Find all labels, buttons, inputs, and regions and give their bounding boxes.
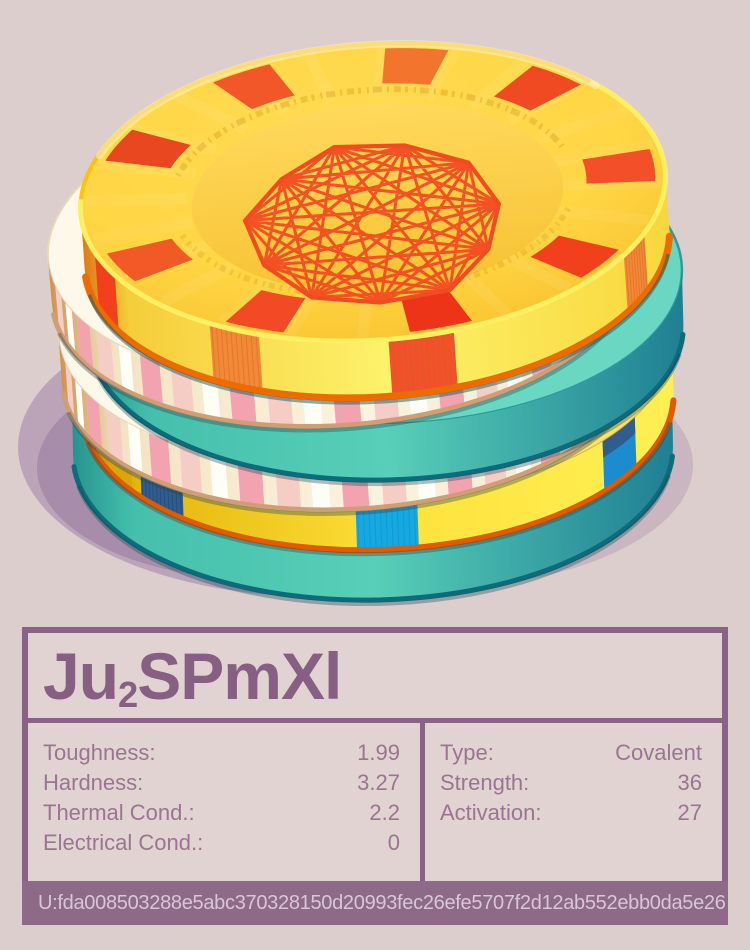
stats-column-divider xyxy=(420,723,425,881)
material-card: Ju2SPmXl Toughness: 1.99 Hardness: 3.27 … xyxy=(22,627,728,925)
stat-value: 1.99 xyxy=(357,740,400,765)
stat-label: Hardness: xyxy=(43,770,144,795)
stat-row-strength: Strength: 36 xyxy=(440,768,702,798)
stat-label: Thermal Cond.: xyxy=(43,800,195,825)
stat-row-toughness: Toughness: 1.99 xyxy=(43,738,400,768)
stat-value: 2.2 xyxy=(369,800,400,825)
stat-value: 36 xyxy=(677,770,702,795)
stat-label: Toughness: xyxy=(43,740,156,765)
stat-label: Type: xyxy=(440,740,494,765)
stats-column-right: Type: Covalent Strength: 36 Activation: … xyxy=(425,723,722,881)
stat-label: Activation: xyxy=(440,800,542,825)
stat-row-activation: Activation: 27 xyxy=(440,798,702,828)
stat-value: 27 xyxy=(677,800,702,825)
stat-label: Electrical Cond.: xyxy=(43,830,204,855)
chip-stack-svg xyxy=(18,40,693,607)
stat-value: 0 xyxy=(387,830,400,855)
material-formula: Ju2SPmXl xyxy=(43,638,342,715)
chip-top xyxy=(78,40,673,405)
stat-label: Strength: xyxy=(440,770,530,795)
stat-value: Covalent xyxy=(615,740,702,765)
material-uid: U:fda008503288e5abc370328150d20993fec26e… xyxy=(38,891,726,914)
stat-row-type: Type: Covalent xyxy=(440,738,702,768)
card-stats: Toughness: 1.99 Hardness: 3.27 Thermal C… xyxy=(28,723,722,881)
wireframe-polyhedron-icon xyxy=(242,143,502,305)
stat-value: 3.27 xyxy=(357,770,400,795)
stat-row-hardness: Hardness: 3.27 xyxy=(43,768,400,798)
stat-row-thermal-cond: Thermal Cond.: 2.2 xyxy=(43,798,400,828)
material-uid-bar: U:fda008503288e5abc370328150d20993fec26e… xyxy=(22,881,728,925)
stat-row-electrical-cond: Electrical Cond.: 0 xyxy=(43,828,400,858)
stats-column-left: Toughness: 1.99 Hardness: 3.27 Thermal C… xyxy=(28,723,420,881)
card-title-row: Ju2SPmXl xyxy=(28,633,722,723)
